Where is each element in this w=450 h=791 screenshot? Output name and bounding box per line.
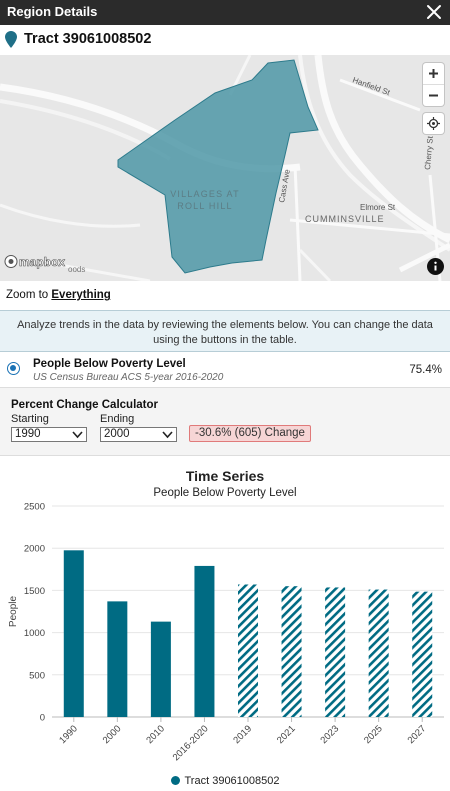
info-banner: Analyze trends in the data by reviewing … [0, 310, 450, 352]
legend-swatch [170, 776, 180, 785]
region-header: Tract 39061008502 [0, 25, 450, 55]
chart-subtitle: People Below Poverty Level [153, 487, 296, 499]
bar [107, 601, 128, 717]
metric-value: 75.4% [409, 364, 442, 376]
region-map[interactable]: VILLAGES AT ROLL HILL CUMMINSVILLE Hanfi… [0, 55, 450, 281]
y-axis-label: People [8, 595, 19, 627]
projected-bar [412, 591, 433, 717]
close-icon[interactable] [424, 1, 444, 23]
percent-change-calculator: Percent Change Calculator Starting Endin… [0, 388, 450, 456]
x-tick-label: 2019 [231, 723, 254, 746]
map-label-cherry: Cherry St [423, 135, 435, 170]
calculator-title: Percent Change Calculator [11, 399, 158, 411]
map-label-villages-2: ROLL HILL [177, 201, 233, 211]
legend-label: Tract 39061008502 [184, 775, 280, 787]
starting-select-value: 1990 [15, 428, 41, 440]
chart-legend[interactable]: Tract 39061008502 [0, 775, 450, 787]
zoom-in-button[interactable] [423, 63, 444, 84]
zoom-divider [423, 84, 444, 85]
x-tick-label: 2023 [319, 723, 342, 746]
y-tick-label: 2000 [24, 544, 45, 555]
zoom-out-button[interactable] [423, 85, 444, 106]
x-tick-label: 2021 [275, 723, 298, 746]
title-bar: Region Details [0, 0, 450, 25]
y-tick-label: 1500 [24, 586, 45, 597]
geolocate-control [423, 113, 444, 134]
projected-bar [281, 586, 302, 717]
y-tick-label: 500 [29, 670, 45, 681]
geolocate-button[interactable] [423, 113, 444, 134]
ending-select[interactable]: 2000 [100, 427, 177, 442]
info-icon[interactable] [427, 258, 444, 275]
y-tick-label: 0 [40, 713, 45, 724]
map-label-villages-1: VILLAGES AT [170, 189, 240, 199]
chevron-down-icon [72, 430, 83, 443]
zoom-everything-link[interactable]: Everything [51, 289, 111, 301]
map-pin-icon [5, 31, 17, 53]
projected-bar [238, 584, 258, 717]
starting-select[interactable]: 1990 [11, 427, 87, 442]
y-tick-label: 2500 [24, 502, 45, 513]
chart-title: Time Series [186, 468, 265, 484]
y-tick-label: 1000 [24, 628, 45, 639]
bar [194, 565, 215, 717]
chevron-down-icon [162, 430, 173, 443]
change-badge: -30.6% (605) Change [189, 425, 311, 442]
mapbox-logo[interactable]: mapbox [4, 254, 70, 274]
map-canvas: VILLAGES AT ROLL HILL CUMMINSVILLE Hanfi… [0, 55, 450, 281]
time-series-chart: Time Series People Below Poverty Level 0 50… [0, 456, 450, 791]
starting-label: Starting [11, 413, 49, 425]
ending-select-value: 2000 [104, 428, 130, 440]
x-tick-label: 2000 [101, 723, 124, 746]
metric-source: US Census Bureau ACS 5-year 2016-2020 [33, 372, 224, 383]
map-label-elmore: Elmore St [360, 203, 396, 212]
projected-bar [325, 587, 346, 717]
window-title: Region Details [7, 4, 98, 19]
zoom-prefix: Zoom to [6, 289, 52, 301]
plus-icon [429, 69, 438, 78]
locate-icon [427, 117, 440, 130]
chart-svg: Time Series People Below Poverty Level 0 50… [8, 468, 444, 763]
mapbox-wordmark: mapbox [19, 255, 65, 269]
x-tick-label: 2016-2020 [171, 723, 211, 763]
ending-label: Ending [100, 413, 135, 425]
bar [63, 550, 84, 717]
bar [150, 621, 171, 717]
x-tick-label: 1990 [57, 723, 80, 746]
region-name: Tract 39061008502 [24, 31, 152, 47]
map-label-partial: oods [68, 265, 85, 274]
banner-text: Analyze trends in the data by reviewing … [17, 319, 433, 346]
projected-bar [368, 589, 389, 717]
x-tick-label: 2025 [362, 723, 385, 746]
tract-polygon[interactable] [117, 59, 319, 274]
metric-row[interactable]: People Below Poverty Level US Census Bur… [0, 352, 450, 388]
map-label-cumminsville: CUMMINSVILLE [305, 214, 385, 224]
minus-icon [429, 94, 438, 97]
zoom-to-line: Zoom to Everything [6, 289, 111, 301]
zoom-controls [423, 63, 444, 106]
x-tick-label: 2027 [406, 723, 429, 746]
x-tick-label: 2010 [144, 723, 167, 746]
metric-radio[interactable] [7, 362, 20, 375]
metric-name: People Below Poverty Level [33, 358, 186, 370]
